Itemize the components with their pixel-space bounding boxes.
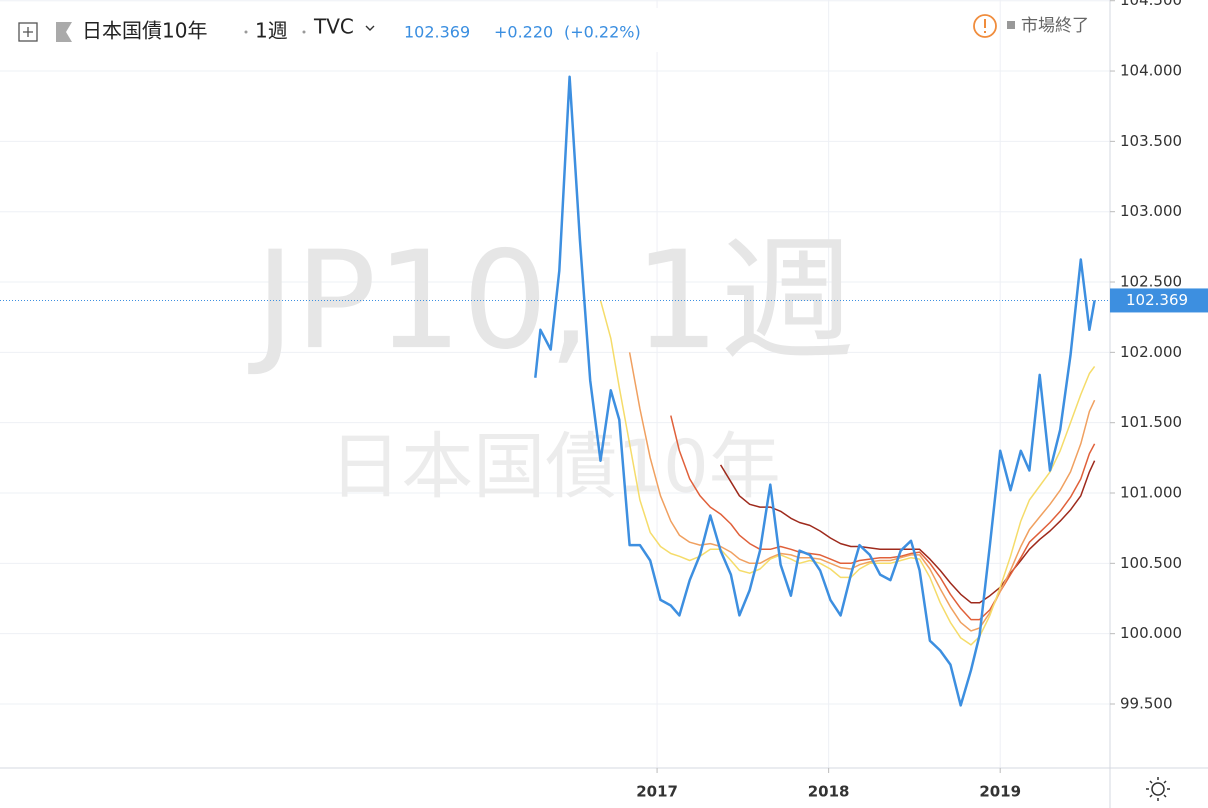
separator <box>244 30 248 34</box>
y-tick-label: 104.000 <box>1120 62 1182 80</box>
interval[interactable]: 1週 <box>255 19 288 43</box>
source[interactable]: TVC <box>313 15 354 39</box>
y-tick-label: 99.500 <box>1120 695 1173 713</box>
y-tick-label: 102.000 <box>1120 343 1182 361</box>
market-status: 市場終了 <box>1021 16 1089 36</box>
header-price: 102.369 <box>404 23 470 42</box>
y-tick-label: 100.500 <box>1120 554 1182 572</box>
watermark-subtitle: 日本国債10年 <box>329 425 781 509</box>
last-price-box <box>1110 288 1208 313</box>
y-tick-label: 100.000 <box>1120 624 1182 642</box>
expand-icon-plus <box>23 27 33 37</box>
warning-icon[interactable] <box>973 14 997 38</box>
separator <box>302 30 306 34</box>
expand-icon[interactable] <box>18 22 38 42</box>
flag-icon[interactable] <box>56 22 72 42</box>
y-tick-label: 102.500 <box>1120 273 1182 291</box>
header-change-percent: (+0.22%) <box>564 23 641 42</box>
settings-icon-rays <box>1146 777 1170 801</box>
symbol-title: 日本国債10年 <box>82 19 207 43</box>
axes: 99.500 100.000 100.500 101.000 101.500 102.00… <box>636 0 1208 801</box>
y-tick-label: 103.000 <box>1120 202 1182 220</box>
y-tick-label: 104.500 <box>1120 0 1182 9</box>
plot <box>0 75 1110 707</box>
x-tick-label: 2019 <box>979 783 1021 801</box>
dropdown-caret[interactable] <box>365 25 375 31</box>
x-tick-label: 2017 <box>636 783 678 801</box>
series-line <box>534 75 1096 707</box>
series-line <box>628 352 1096 632</box>
last-price-label: 102.369 <box>1126 291 1188 309</box>
y-tick-label: 101.000 <box>1120 484 1182 502</box>
x-tick-label: 2018 <box>808 783 850 801</box>
y-tick-label: 103.500 <box>1120 132 1182 150</box>
grid <box>0 0 1110 768</box>
settings-icon[interactable] <box>1151 782 1165 796</box>
header-change: +0.220 <box>494 23 553 42</box>
series-line <box>719 460 1096 604</box>
header-bg <box>0 8 660 52</box>
y-tick-label: 101.500 <box>1120 413 1182 431</box>
status-dot <box>1007 21 1015 29</box>
series-line <box>670 415 1096 621</box>
